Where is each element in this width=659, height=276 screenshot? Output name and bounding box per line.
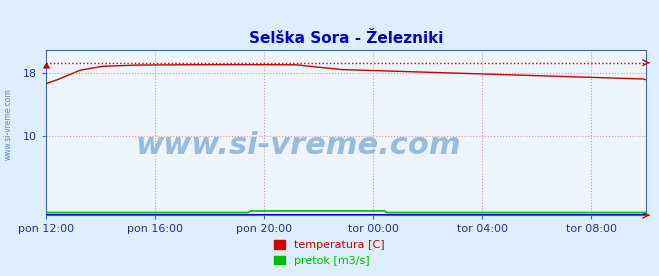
Title: Selška Sora - Železniki: Selška Sora - Železniki [249,31,443,46]
Text: www.si-vreme.com: www.si-vreme.com [3,88,13,160]
Legend: temperatura [C], pretok [m3/s]: temperatura [C], pretok [m3/s] [270,236,389,270]
Text: www.si-vreme.com: www.si-vreme.com [135,131,461,160]
